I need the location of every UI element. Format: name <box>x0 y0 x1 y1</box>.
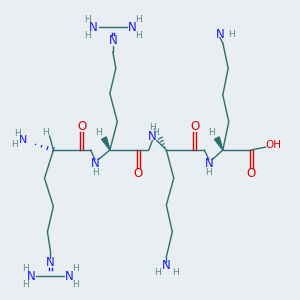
Text: N: N <box>205 157 213 170</box>
Polygon shape <box>101 137 110 150</box>
Text: H: H <box>84 31 91 40</box>
Text: N: N <box>128 21 136 34</box>
Text: H: H <box>149 123 156 132</box>
Text: N: N <box>162 260 171 272</box>
Text: N: N <box>148 130 157 143</box>
Text: N: N <box>91 157 99 170</box>
Text: H: H <box>14 129 21 138</box>
Text: H: H <box>135 31 142 40</box>
Text: OH: OH <box>265 140 281 150</box>
Polygon shape <box>214 137 223 150</box>
Text: H: H <box>43 128 49 137</box>
Text: H: H <box>172 268 178 277</box>
Text: O: O <box>134 167 143 180</box>
Text: H: H <box>95 128 102 137</box>
Text: H: H <box>22 280 28 289</box>
Text: O: O <box>190 120 199 133</box>
Text: H: H <box>22 264 28 273</box>
Text: H: H <box>72 264 79 273</box>
Text: H: H <box>135 15 142 24</box>
Text: N: N <box>215 28 224 40</box>
Text: N: N <box>46 256 55 269</box>
Text: N: N <box>89 21 98 34</box>
Text: H: H <box>11 140 18 148</box>
Text: N: N <box>19 135 27 145</box>
Text: O: O <box>246 167 256 180</box>
Text: N: N <box>65 270 74 283</box>
Text: H: H <box>92 168 98 177</box>
Text: H: H <box>84 15 91 24</box>
Text: H: H <box>152 128 158 137</box>
Text: N: N <box>27 270 35 283</box>
Text: H: H <box>206 168 212 177</box>
Text: H: H <box>228 30 235 39</box>
Text: N: N <box>109 34 117 47</box>
Text: H: H <box>154 268 161 277</box>
Text: H: H <box>208 128 215 137</box>
Text: O: O <box>77 120 86 133</box>
Text: H: H <box>72 280 79 289</box>
